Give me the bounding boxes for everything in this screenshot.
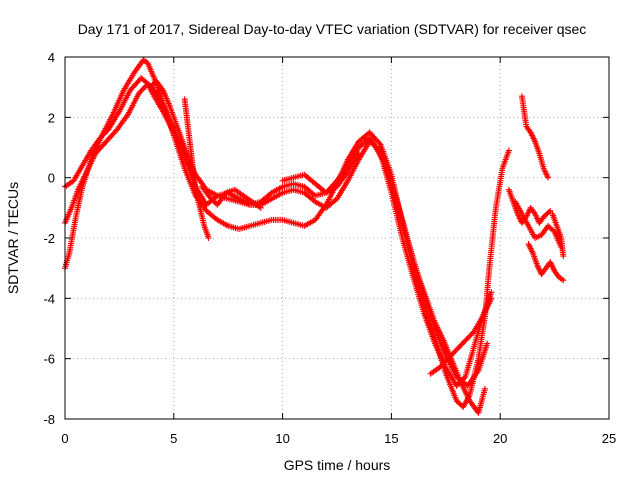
x-tick-label: 25 — [602, 431, 616, 446]
x-axis-label: GPS time / hours — [284, 457, 391, 473]
data-point — [484, 340, 491, 347]
x-tick-label: 5 — [170, 431, 177, 446]
x-tick-label: 10 — [275, 431, 289, 446]
data-point-fill — [545, 209, 552, 216]
data-point — [355, 150, 362, 157]
grid-lines — [65, 57, 609, 419]
y-tick-label: 0 — [48, 171, 55, 186]
y-tick-label: -8 — [43, 412, 55, 427]
series-track-n — [549, 210, 567, 260]
x-tick-label: 20 — [493, 431, 507, 446]
series-track-e — [181, 96, 212, 241]
chart-title: Day 171 of 2017, Sidereal Day-to-day VTE… — [78, 21, 587, 37]
data-point — [505, 147, 512, 154]
data-point — [560, 277, 567, 284]
y-tick-label: -2 — [43, 231, 55, 246]
y-tick-label: -6 — [43, 352, 55, 367]
data-point — [547, 207, 554, 214]
series-track-m — [525, 241, 567, 284]
data-point-fill — [376, 140, 383, 147]
series-track-b — [62, 81, 495, 389]
data-point — [545, 174, 552, 181]
y-tick-label: 2 — [48, 110, 55, 125]
x-tick-label: 15 — [384, 431, 398, 446]
y-tick-label: 4 — [48, 50, 55, 65]
y-axis-label: SDTVAR / TECUs — [5, 182, 21, 294]
series-track-f — [199, 183, 264, 211]
series-track-c — [62, 75, 491, 389]
series-track-d — [146, 78, 199, 181]
data-point — [488, 295, 495, 302]
data-point-fill — [461, 375, 468, 382]
series-track-i — [427, 295, 495, 377]
series-track-k — [518, 93, 552, 181]
data-point — [257, 204, 264, 211]
series-track-g — [279, 150, 362, 196]
data-point — [481, 385, 488, 392]
x-tick-label: 0 — [61, 431, 68, 446]
data-point — [488, 289, 495, 296]
series-track-l — [512, 198, 565, 251]
data-point — [205, 235, 212, 241]
data-markers — [62, 57, 567, 416]
series-track-j — [505, 186, 554, 226]
data-point — [560, 253, 567, 260]
y-tick-label: -4 — [43, 291, 55, 306]
